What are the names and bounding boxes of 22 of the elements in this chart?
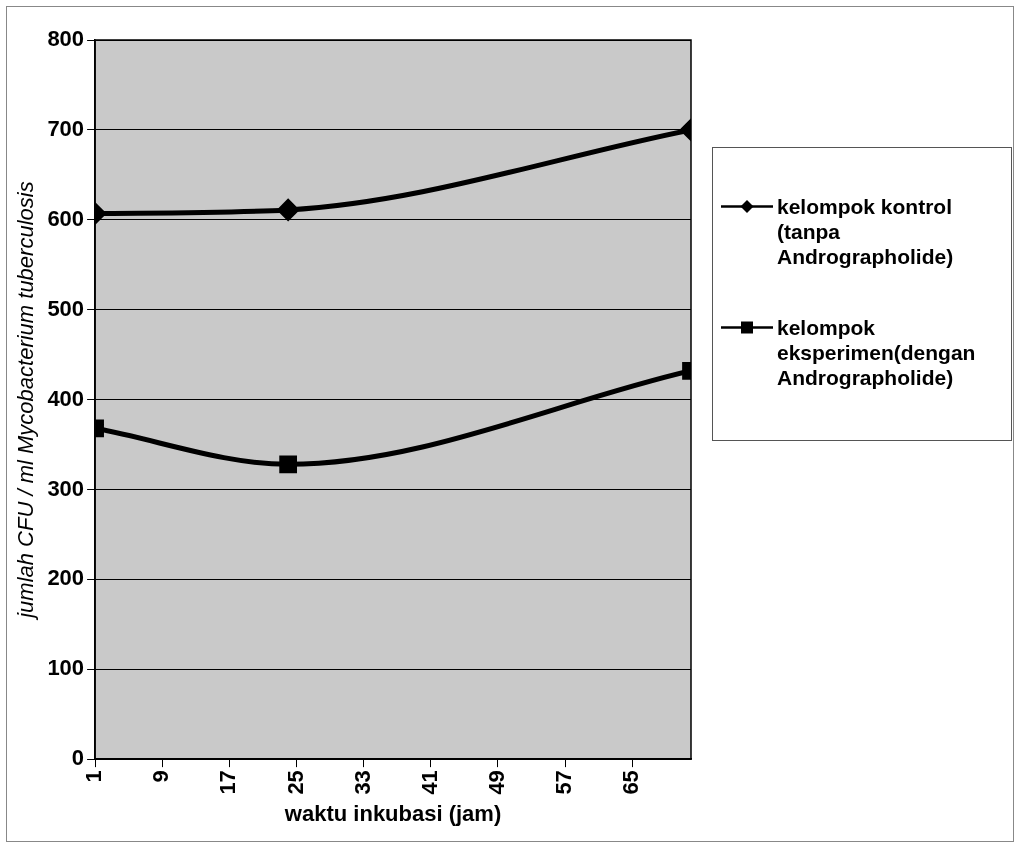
x-tick-label: 41 <box>416 770 442 795</box>
y-tick-label: 300 <box>47 475 85 501</box>
y-tick-label: 700 <box>47 115 85 141</box>
x-tick-label: 25 <box>282 770 308 795</box>
x-axis-title: waktu inkubasi (jam) <box>283 800 502 826</box>
x-tick-label: 33 <box>349 770 375 795</box>
y-tick-label: 800 <box>47 26 85 52</box>
y-tick-label: 600 <box>47 205 85 231</box>
legend-label: kelompok kontrol (tanpa Andrographolide) <box>777 194 955 269</box>
x-tick-label: 57 <box>551 770 577 795</box>
y-axis-title: jumlah CFU / ml Mycobacterium tuberculosis <box>13 181 39 621</box>
y-tick-label: 500 <box>47 295 85 321</box>
y-tick-label: 200 <box>47 565 85 591</box>
x-tick-label: 1 <box>81 770 107 783</box>
x-tick-label: 65 <box>618 770 644 795</box>
x-tick-label: 9 <box>148 770 174 783</box>
legend-label: kelompok eksperimen(dengan Andrographolide) <box>777 315 977 390</box>
y-tick-label: 100 <box>47 655 85 681</box>
x-tick-label: 49 <box>484 770 510 795</box>
x-tick-label: 17 <box>215 770 241 795</box>
y-tick-label: 0 <box>71 745 85 771</box>
y-tick-label: 400 <box>47 385 85 411</box>
